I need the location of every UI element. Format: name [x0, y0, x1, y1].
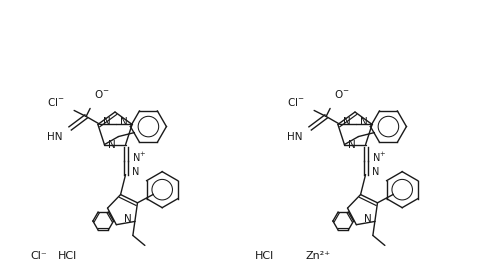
Text: N: N [349, 140, 356, 150]
Text: Cl⁻: Cl⁻ [30, 251, 47, 261]
Text: N: N [360, 117, 368, 127]
Text: N$^{+}$: N$^{+}$ [372, 151, 386, 164]
Text: HN: HN [47, 132, 62, 142]
Text: N: N [120, 117, 128, 127]
Text: N: N [372, 167, 379, 177]
Text: N: N [124, 214, 132, 224]
Text: N: N [343, 117, 351, 127]
Text: N: N [364, 214, 372, 224]
Text: N: N [108, 140, 116, 150]
Text: O$^{-}$: O$^{-}$ [94, 88, 109, 100]
Text: Cl$^{-}$: Cl$^{-}$ [286, 96, 304, 108]
Text: HCl: HCl [255, 251, 274, 261]
Text: Zn²⁺: Zn²⁺ [305, 251, 330, 261]
Text: HN: HN [286, 132, 302, 142]
Text: Cl$^{-}$: Cl$^{-}$ [47, 96, 64, 108]
Text: N: N [103, 117, 110, 127]
Text: N: N [132, 167, 139, 177]
Text: N$^{+}$: N$^{+}$ [132, 151, 146, 164]
Text: O$^{-}$: O$^{-}$ [334, 88, 350, 100]
Text: HCl: HCl [58, 251, 77, 261]
